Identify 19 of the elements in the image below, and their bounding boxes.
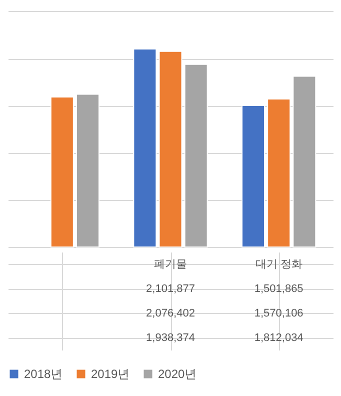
data-label: 1,938,374 — [146, 332, 195, 344]
legend-label: 2019년 — [91, 367, 130, 381]
bar — [76, 94, 100, 248]
bar — [50, 96, 74, 248]
bar — [242, 104, 266, 248]
data-label: 1,812,034 — [254, 332, 304, 344]
bar — [133, 48, 157, 248]
bar — [158, 50, 182, 248]
legend-label: 2020년 — [158, 367, 197, 381]
bar — [267, 98, 291, 248]
data-label: 2,101,877 — [146, 282, 195, 295]
bar — [184, 64, 208, 248]
legend-label: 2018년 — [24, 367, 63, 381]
data-label: 1,570,106 — [254, 307, 304, 320]
bar — [292, 76, 316, 248]
x-tick-label: 폐기물 — [154, 258, 187, 270]
data-label: 1,501,865 — [254, 282, 304, 295]
data-label: 2,076,402 — [146, 307, 195, 320]
x-tick-label: 대기 정화 — [255, 258, 302, 270]
